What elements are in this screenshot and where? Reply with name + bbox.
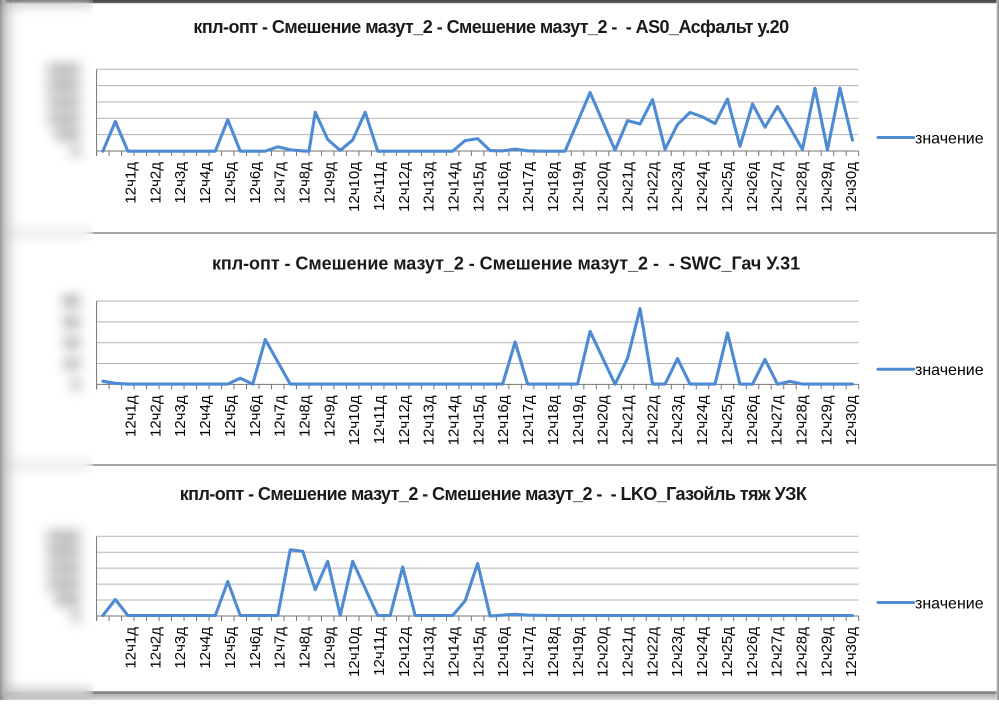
svg-text:12ч18д: 12ч18д bbox=[545, 627, 562, 677]
svg-text:12ч2д: 12ч2д bbox=[147, 162, 164, 204]
svg-text:12ч25д: 12ч25д bbox=[719, 627, 736, 677]
svg-text:12ч17д: 12ч17д bbox=[520, 395, 537, 445]
svg-text:12ч4д: 12ч4д bbox=[197, 395, 214, 437]
svg-text:12ч16д: 12ч16д bbox=[495, 162, 512, 212]
svg-text:12ч14д: 12ч14д bbox=[446, 162, 463, 212]
svg-text:12ч14д: 12ч14д bbox=[446, 395, 463, 445]
svg-text:12ч3д: 12ч3д bbox=[172, 395, 189, 437]
svg-text:12ч19д: 12ч19д bbox=[570, 162, 587, 212]
svg-text:12ч30д: 12ч30д bbox=[843, 627, 860, 677]
svg-text:12ч27д: 12ч27д bbox=[769, 395, 786, 445]
svg-text:12ч22д: 12ч22д bbox=[644, 162, 661, 212]
svg-text:12ч30д: 12ч30д bbox=[843, 395, 860, 445]
svg-text:12ч8д: 12ч8д bbox=[297, 162, 314, 204]
svg-text:12ч13д: 12ч13д bbox=[421, 162, 438, 212]
svg-text:кпл-опт - Смешение мазут_2 - С: кпл-опт - Смешение мазут_2 - Смешение ма… bbox=[212, 254, 800, 274]
svg-text:12ч4д: 12ч4д bbox=[197, 162, 214, 204]
svg-text:значение: значение bbox=[915, 130, 984, 147]
svg-text:12ч26д: 12ч26д bbox=[744, 627, 761, 677]
svg-text:кпл-опт - Смешение мазут_2 - С: кпл-опт - Смешение мазут_2 - Смешение ма… bbox=[193, 17, 789, 37]
svg-text:12ч24д: 12ч24д bbox=[694, 627, 711, 677]
svg-text:12ч26д: 12ч26д bbox=[744, 162, 761, 212]
svg-text:12ч29д: 12ч29д bbox=[818, 162, 835, 212]
svg-text:12ч15д: 12ч15д bbox=[470, 395, 487, 445]
svg-text:12ч11д: 12ч11д bbox=[371, 627, 388, 676]
svg-text:12ч24д: 12ч24д bbox=[694, 162, 711, 212]
svg-text:12ч16д: 12ч16д bbox=[495, 395, 512, 445]
svg-text:12ч29д: 12ч29д bbox=[818, 395, 835, 445]
svg-text:12ч4д: 12ч4д bbox=[197, 627, 214, 669]
svg-text:12ч20д: 12ч20д bbox=[595, 162, 612, 212]
svg-text:12ч27д: 12ч27д bbox=[769, 627, 786, 677]
svg-text:12ч8д: 12ч8д bbox=[297, 627, 314, 669]
svg-text:12ч5д: 12ч5д bbox=[222, 162, 239, 204]
svg-text:12ч1д: 12ч1д bbox=[123, 627, 140, 669]
svg-text:12ч27д: 12ч27д bbox=[769, 162, 786, 212]
svg-text:12ч10д: 12ч10д bbox=[346, 627, 363, 677]
svg-text:12ч11д: 12ч11д bbox=[371, 162, 388, 211]
svg-text:12ч7д: 12ч7д bbox=[272, 395, 289, 437]
svg-text:12ч7д: 12ч7д bbox=[272, 162, 289, 204]
svg-text:12ч22д: 12ч22д bbox=[644, 627, 661, 677]
svg-text:12ч1д: 12ч1д bbox=[123, 395, 140, 437]
svg-text:12ч12д: 12ч12д bbox=[396, 162, 413, 212]
svg-text:12ч22д: 12ч22д bbox=[644, 395, 661, 445]
svg-text:12ч1д: 12ч1д bbox=[123, 162, 140, 204]
svg-text:значение: значение bbox=[915, 595, 984, 612]
svg-text:12ч12д: 12ч12д bbox=[396, 395, 413, 445]
svg-text:12ч10д: 12ч10д bbox=[346, 395, 363, 445]
svg-text:12ч12д: 12ч12д bbox=[396, 627, 413, 677]
svg-text:12ч19д: 12ч19д bbox=[570, 395, 587, 445]
svg-text:12ч17д: 12ч17д bbox=[520, 627, 537, 677]
svg-text:12ч16д: 12ч16д bbox=[495, 627, 512, 677]
svg-text:12ч28д: 12ч28д bbox=[794, 627, 811, 677]
svg-text:12ч15д: 12ч15д bbox=[470, 162, 487, 212]
svg-text:12ч26д: 12ч26д bbox=[744, 395, 761, 445]
svg-text:12ч13д: 12ч13д bbox=[421, 627, 438, 677]
svg-text:12ч20д: 12ч20д bbox=[595, 627, 612, 677]
svg-text:12ч9д: 12ч9д bbox=[321, 627, 338, 669]
svg-text:12ч6д: 12ч6д bbox=[247, 395, 264, 437]
svg-text:12ч11д: 12ч11д bbox=[371, 395, 388, 444]
svg-text:12ч21д: 12ч21д bbox=[620, 627, 637, 677]
svg-text:значение: значение bbox=[915, 362, 984, 379]
svg-text:12ч21д: 12ч21д bbox=[620, 162, 637, 212]
svg-text:12ч5д: 12ч5д bbox=[222, 395, 239, 437]
svg-text:12ч30д: 12ч30д bbox=[843, 162, 860, 212]
svg-text:12ч3д: 12ч3д bbox=[172, 627, 189, 669]
svg-text:12ч21д: 12ч21д bbox=[620, 395, 637, 445]
svg-text:12ч25д: 12ч25д bbox=[719, 395, 736, 445]
svg-text:12ч10д: 12ч10д bbox=[346, 162, 363, 212]
svg-text:12ч6д: 12ч6д bbox=[247, 627, 264, 669]
svg-text:12ч2д: 12ч2д bbox=[147, 627, 164, 669]
svg-text:12ч23д: 12ч23д bbox=[669, 395, 686, 445]
svg-text:12ч25д: 12ч25д bbox=[719, 162, 736, 212]
svg-text:12ч29д: 12ч29д bbox=[818, 627, 835, 677]
svg-text:12ч15д: 12ч15д bbox=[470, 627, 487, 677]
svg-text:кпл-опт - Смешение мазут_2 - С: кпл-опт - Смешение мазут_2 - Смешение ма… bbox=[180, 484, 808, 504]
svg-text:12ч20д: 12ч20д bbox=[595, 395, 612, 445]
svg-text:12ч28д: 12ч28д bbox=[794, 395, 811, 445]
svg-text:12ч18д: 12ч18д bbox=[545, 162, 562, 212]
svg-text:12ч19д: 12ч19д bbox=[570, 627, 587, 677]
svg-text:12ч2д: 12ч2д bbox=[147, 395, 164, 437]
svg-text:12ч5д: 12ч5д bbox=[222, 627, 239, 669]
svg-text:12ч17д: 12ч17д bbox=[520, 162, 537, 212]
svg-text:12ч18д: 12ч18д bbox=[545, 395, 562, 445]
svg-text:12ч23д: 12ч23д bbox=[669, 162, 686, 212]
svg-text:12ч3д: 12ч3д bbox=[172, 162, 189, 204]
svg-text:12ч6д: 12ч6д bbox=[247, 162, 264, 204]
svg-text:12ч13д: 12ч13д bbox=[421, 395, 438, 445]
svg-text:12ч9д: 12ч9д bbox=[321, 162, 338, 204]
svg-text:12ч7д: 12ч7д bbox=[272, 627, 289, 669]
svg-text:12ч23д: 12ч23д bbox=[669, 627, 686, 677]
svg-text:12ч8д: 12ч8д bbox=[297, 395, 314, 437]
svg-text:12ч24д: 12ч24д bbox=[694, 395, 711, 445]
svg-text:12ч14д: 12ч14д bbox=[446, 627, 463, 677]
svg-text:12ч9д: 12ч9д bbox=[321, 395, 338, 437]
svg-text:12ч28д: 12ч28д bbox=[794, 162, 811, 212]
